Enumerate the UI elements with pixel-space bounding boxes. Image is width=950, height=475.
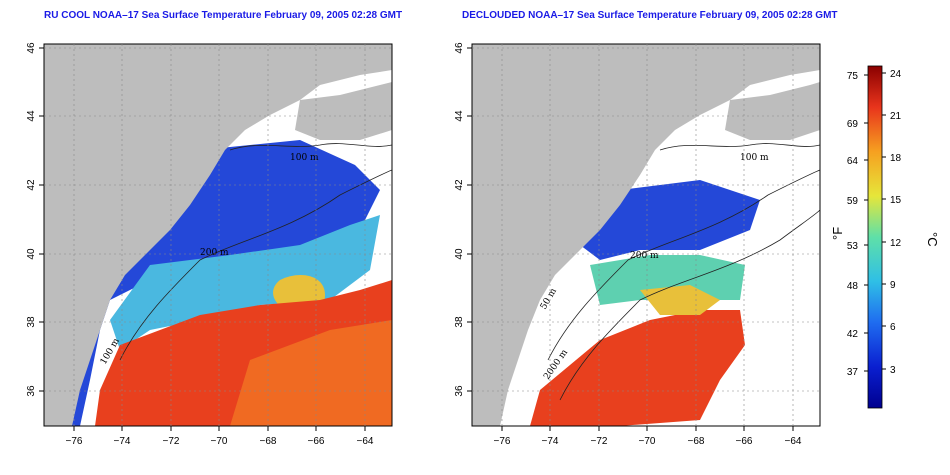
colorbar-ticks: 75 69 64 59 53 48 42 37 24 21 18 15 12 9 6 3 (847, 69, 902, 378)
right-contour-2000m (559, 209, 820, 401)
left-sst-offshore-warm (230, 320, 392, 426)
colorbar-gradient (867, 65, 883, 409)
left-y-tick-label: 46 (26, 42, 37, 54)
left-x-tick-label: −74 (114, 436, 131, 447)
right-panel-title: DECLOUDED NOAA–17 Sea Surface Temperatur… (462, 10, 838, 21)
left-x-tick-label: −72 (163, 436, 180, 447)
left-sst-cold-water (60, 140, 380, 426)
colorbar-f-tick-label: 64 (847, 156, 859, 167)
right-x-tick-label: −74 (542, 436, 559, 447)
left-y-tick-label: 42 (26, 179, 37, 191)
right-x-tick-label: −76 (494, 436, 511, 447)
colorbar-f-tick-label: 48 (847, 281, 859, 292)
right-sst-cold-water (580, 180, 760, 260)
right-map-frame (471, 43, 821, 427)
colorbar-c-tick-label: 15 (890, 195, 902, 206)
left-nova-scotia (295, 82, 392, 140)
fahrenheit-label: °F (830, 227, 845, 240)
right-contour-label-100: 100 m (740, 153, 769, 163)
right-x-tick-label: −66 (736, 436, 753, 447)
left-x-tick-label: −76 (66, 436, 83, 447)
colorbar-c-tick-label: 18 (890, 153, 902, 164)
left-contour-label-100: 100 m (290, 153, 319, 163)
left-x-tick-label: −66 (308, 436, 325, 447)
left-contour-label-200: 200 m (200, 248, 229, 258)
left-map-frame (43, 43, 393, 427)
right-y-tick-label: 40 (454, 248, 465, 260)
left-x-tick-label: −70 (211, 436, 228, 447)
colorbar-f-tick-label: 37 (847, 367, 859, 378)
colorbar-f-tick-label: 42 (847, 329, 859, 340)
left-x-tick-label: −68 (260, 436, 277, 447)
right-y-tick-label: 36 (454, 385, 465, 397)
left-y-tick-label: 36 (26, 385, 37, 397)
right-sst-warm-patch (640, 285, 720, 315)
right-land (472, 44, 820, 426)
celsius-label: °C (925, 232, 940, 247)
colorbar-c-tick-label: 6 (890, 322, 896, 333)
right-contour-200m (547, 169, 820, 361)
colorbar-c-tick-label: 3 (890, 365, 896, 376)
right-x-tick-label: −72 (591, 436, 608, 447)
colorbar: 75 69 64 59 53 48 42 37 24 21 18 15 12 9 6 3 °F °C (830, 65, 940, 409)
right-x-tick-label: −68 (688, 436, 705, 447)
left-x-tick-label: −64 (357, 436, 374, 447)
colorbar-f-tick-label: 53 (847, 241, 859, 252)
left-land (44, 44, 392, 426)
right-x-tick-label: −64 (785, 436, 802, 447)
colorbar-c-tick-label: 9 (890, 280, 896, 291)
right-sst-gulf-stream (530, 310, 745, 426)
colorbar-f-tick-label: 59 (847, 196, 859, 207)
right-y-tick-label: 46 (454, 42, 465, 54)
right-y-tick-label: 38 (454, 316, 465, 328)
left-panel-title: RU COOL NOAA–17 Sea Surface Temperature … (44, 10, 403, 21)
right-y-tick-label: 44 (454, 110, 465, 122)
right-map-panel: 100 m 200 m 50 m 2000 m (471, 43, 821, 427)
left-y-tick-label: 38 (26, 316, 37, 328)
left-sst-mid-water (110, 215, 380, 350)
left-contour-200m (119, 169, 392, 361)
right-contour-100m (659, 143, 820, 151)
right-sst-mid-water (590, 255, 745, 305)
left-y-tick-label: 44 (26, 110, 37, 122)
colorbar-c-tick-label: 12 (890, 238, 902, 249)
right-contour-label-200: 200 m (630, 251, 659, 261)
colorbar-f-tick-label: 75 (847, 71, 859, 82)
axes-layer: 46 44 42 40 38 36 −76 −74 −72 −70 −68 −66 −64 46 44 42 4… (26, 42, 820, 447)
colorbar-c-tick-label: 21 (890, 111, 902, 122)
left-map-panel: 100 m 200 m 100 m (43, 43, 393, 427)
right-x-tick-label: −70 (639, 436, 656, 447)
colorbar-f-tick-label: 69 (847, 119, 859, 130)
left-contour-100m (229, 143, 392, 151)
colorbar-c-tick-label: 24 (890, 69, 902, 80)
left-y-tick-label: 40 (26, 248, 37, 260)
right-nova-scotia (725, 82, 820, 140)
right-y-tick-label: 42 (454, 179, 465, 191)
